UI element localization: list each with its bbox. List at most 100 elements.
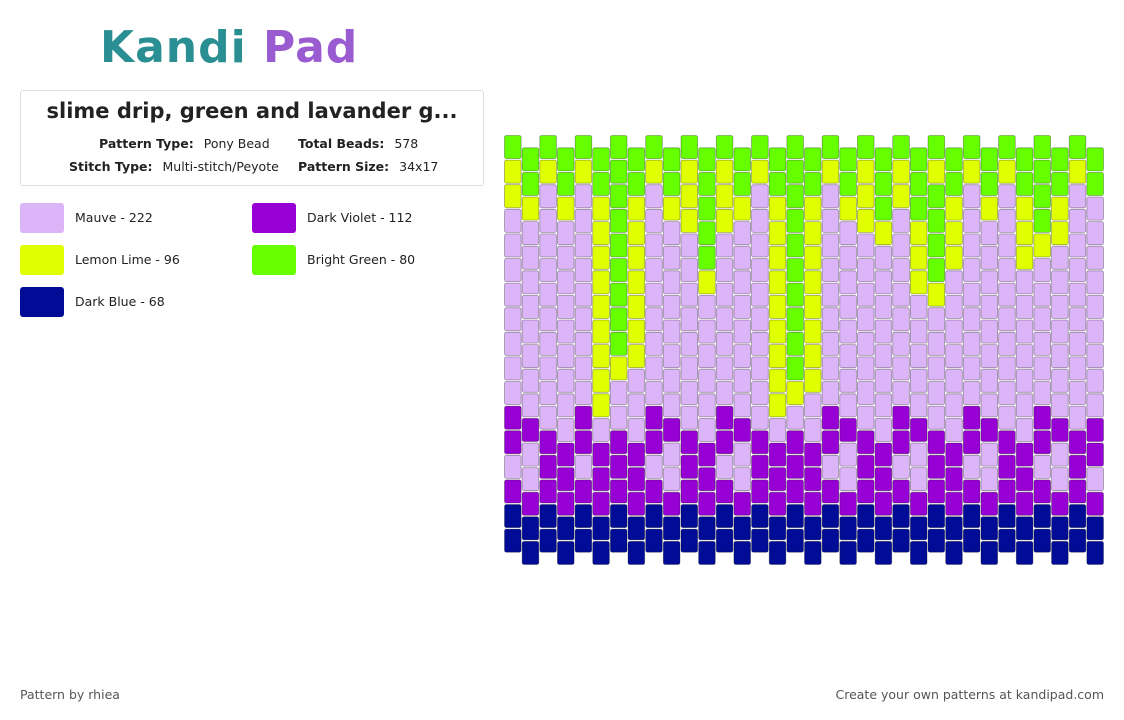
bead (645, 184, 663, 209)
field-label: Total Beads: (298, 136, 385, 151)
bead (698, 417, 716, 442)
bead (857, 356, 875, 381)
bead (839, 417, 857, 442)
bead (980, 516, 999, 541)
bead (521, 221, 540, 246)
bead (839, 393, 857, 418)
bead (1068, 184, 1087, 209)
bead (786, 184, 804, 209)
bead (768, 467, 787, 492)
bead (504, 405, 522, 430)
bead (609, 135, 628, 160)
bead (662, 294, 681, 319)
legend-label: Bright Green - 80 (307, 252, 416, 267)
bead (1051, 417, 1069, 442)
bead (751, 307, 769, 332)
bead (821, 307, 840, 332)
bead (609, 307, 628, 332)
bead (1051, 491, 1069, 516)
bead (504, 233, 522, 258)
bead (839, 368, 857, 393)
bead (592, 344, 610, 369)
bead (751, 405, 769, 430)
bead (521, 196, 540, 221)
bead (680, 454, 699, 479)
bead (698, 516, 716, 541)
bead (609, 159, 628, 184)
bead (680, 184, 699, 209)
bead (592, 491, 610, 516)
bead (680, 381, 699, 406)
bead (839, 344, 857, 369)
bead (892, 159, 910, 184)
bead (821, 430, 840, 455)
bead (574, 405, 593, 430)
bead (1033, 208, 1051, 233)
bead (698, 491, 716, 516)
bead (715, 258, 734, 283)
bead (892, 430, 910, 455)
bead (821, 356, 840, 381)
bead (698, 319, 716, 344)
bead (521, 270, 540, 295)
bead (698, 368, 716, 393)
bead (609, 430, 628, 455)
bead (980, 467, 999, 492)
bead (768, 491, 787, 516)
bead (698, 442, 716, 467)
bead (1086, 368, 1104, 393)
bead (962, 356, 981, 381)
bead (592, 417, 610, 442)
bead (557, 467, 575, 492)
bead (733, 270, 751, 295)
color-swatch (20, 203, 64, 233)
bead (945, 541, 963, 565)
bead (821, 184, 840, 209)
bead (945, 245, 963, 270)
bead (1015, 270, 1034, 295)
bead (609, 381, 628, 406)
bead (821, 479, 840, 504)
legend-label: Dark Blue - 68 (75, 294, 165, 309)
bead (1033, 184, 1051, 209)
bead (521, 393, 540, 418)
bead (698, 467, 716, 492)
bead-pattern (504, 135, 1104, 565)
bead (998, 184, 1016, 209)
bead (680, 135, 699, 160)
bead (662, 147, 681, 172)
bead (645, 528, 663, 553)
bead (998, 381, 1016, 406)
logo[interactable]: Kandi Pad (100, 22, 359, 73)
bead (574, 454, 593, 479)
bead (592, 541, 610, 565)
bead (909, 491, 928, 516)
bead (645, 430, 663, 455)
bead (574, 258, 593, 283)
bead (892, 504, 910, 529)
bead (1033, 479, 1051, 504)
field-value: 578 (394, 136, 419, 151)
bead (945, 467, 963, 492)
bead (962, 479, 981, 504)
bead (715, 282, 734, 307)
bead (874, 171, 893, 196)
bead (698, 171, 716, 196)
bead (751, 504, 769, 529)
bead (1051, 344, 1069, 369)
bead (521, 541, 540, 565)
bead (998, 331, 1016, 356)
bead (768, 147, 787, 172)
bead (1051, 541, 1069, 565)
bead (874, 393, 893, 418)
bead (927, 528, 946, 553)
bead (1033, 282, 1051, 307)
bead (715, 307, 734, 332)
bead (715, 381, 734, 406)
bead (874, 221, 893, 246)
promo-link[interactable]: Create your own patterns at kandipad.com (835, 687, 1104, 702)
bead (733, 196, 751, 221)
bead (892, 184, 910, 209)
bead (504, 184, 522, 209)
bead (909, 368, 928, 393)
